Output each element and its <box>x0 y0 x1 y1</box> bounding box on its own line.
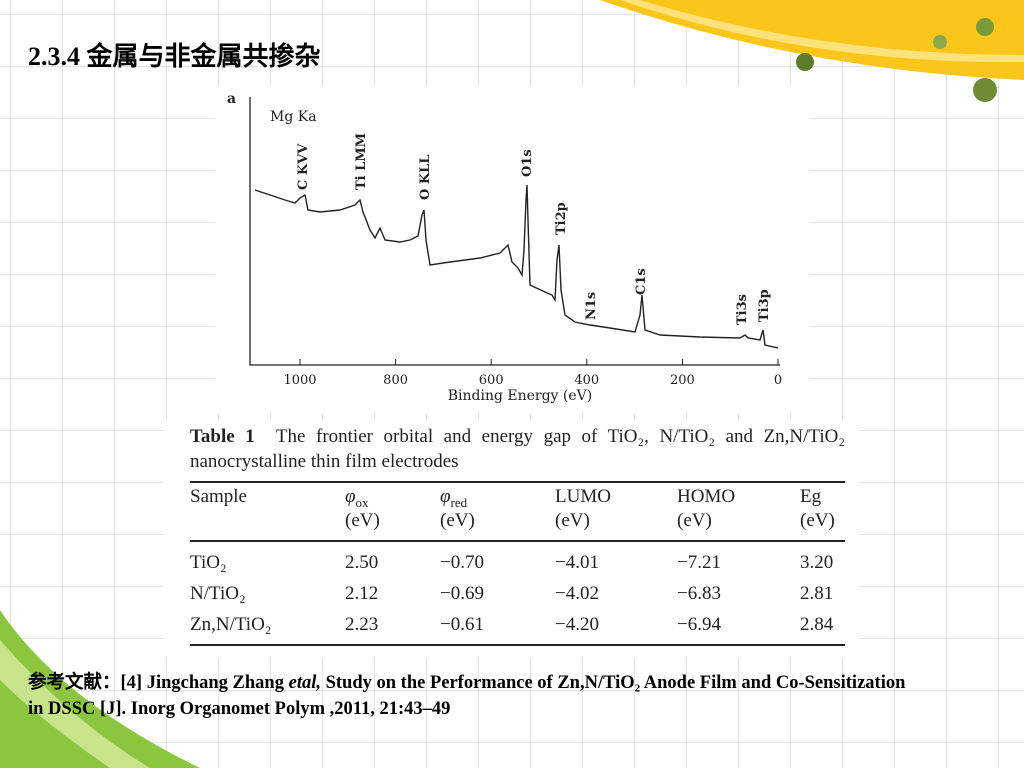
peak-label: N1s <box>584 292 599 320</box>
cell-value: −4.20 <box>555 614 599 635</box>
x-tick-label: 400 <box>574 373 599 388</box>
row-label: N/TiO₂ <box>190 583 246 604</box>
column-header: φox <box>345 486 369 511</box>
reference-rest: Study on the Performance of Zn,N/TiO₂ An… <box>28 673 906 719</box>
axes <box>249 97 780 366</box>
spectrum-curve <box>254 184 779 349</box>
column-unit: (eV) <box>555 510 590 531</box>
column-subscript: ox <box>355 494 369 510</box>
cell-value: 2.23 <box>345 614 379 635</box>
cell-value: −6.94 <box>677 614 721 635</box>
reference-etal: etal, <box>288 673 321 693</box>
cell-value: 2.84 <box>800 614 834 635</box>
column-unit: (eV) <box>345 510 380 531</box>
peak-label: O1s <box>520 149 535 177</box>
column-header: φred <box>440 486 467 511</box>
peak-label: Ti2p <box>554 202 569 235</box>
slide-title: 2.3.4 金属与非金属共掺杂 <box>28 42 321 71</box>
x-axis-label: Binding Energy (eV) <box>448 388 593 404</box>
column-unit: (eV) <box>677 510 712 531</box>
column-subscript: red <box>450 494 468 510</box>
column-name: Sample <box>190 486 247 507</box>
droplet <box>933 35 947 49</box>
table-rule <box>190 481 845 483</box>
peak-label: Ti3p <box>757 289 772 322</box>
cell-value: −0.61 <box>440 614 484 635</box>
row-label: Zn,N/TiO₂ <box>190 614 272 635</box>
table-1: Table 1 The frontier orbital and energy … <box>163 420 860 658</box>
cell-value: −7.21 <box>677 552 721 573</box>
cell-value: 2.81 <box>800 583 834 604</box>
column-name: LUMO <box>555 486 611 507</box>
row-label: TiO₂ <box>190 552 227 573</box>
peak-label: C1s <box>634 268 649 295</box>
column-unit: (eV) <box>800 510 835 531</box>
cell-value: −0.69 <box>440 583 484 604</box>
cell-value: −4.02 <box>555 583 599 604</box>
column-header: LUMO <box>555 486 611 508</box>
peak-label: O KLL <box>418 155 433 200</box>
panel-label: a <box>227 91 236 107</box>
droplet <box>796 53 814 71</box>
cell-value: 3.20 <box>800 552 834 573</box>
reference-author: [4] Jingchang Zhang <box>120 673 289 693</box>
column-name: HOMO <box>677 486 736 507</box>
reference: 参考文献：[4] Jingchang Zhang etal, Study on … <box>28 670 918 722</box>
table-caption: Table 1 The frontier orbital and energy … <box>190 424 845 474</box>
cell-value: −4.01 <box>555 552 599 573</box>
cell-value: 2.50 <box>345 552 379 573</box>
source-label: Mg Ka <box>270 109 317 125</box>
peak-label: Ti3s <box>735 294 750 325</box>
peak-label: C KVV <box>296 143 311 190</box>
x-tick-label: 800 <box>383 373 408 388</box>
xps-figure: a Mg Ka Binding Energy (eV) 1000 800 600 40… <box>215 85 810 413</box>
yellow-highlight <box>620 0 1024 63</box>
column-name: φ <box>345 486 356 507</box>
cell-value: 2.12 <box>345 583 379 604</box>
column-unit: (eV) <box>440 510 475 531</box>
cell-value: −0.70 <box>440 552 484 573</box>
column-header: Eg <box>800 486 821 508</box>
x-tick-label: 1000 <box>283 373 316 388</box>
peak-label: Ti LMM <box>354 133 369 190</box>
reference-prefix: 参考文献： <box>28 673 121 693</box>
column-name: Eg <box>800 486 822 507</box>
green-highlight <box>0 640 150 768</box>
x-tick-label: 0 <box>774 373 782 388</box>
cell-value: −6.83 <box>677 583 721 604</box>
table-rule <box>190 644 845 646</box>
caption-label: Table 1 <box>190 426 255 447</box>
caption-text: The frontier orbital and energy gap of T… <box>190 426 845 472</box>
droplet <box>973 78 997 102</box>
x-tick-label: 600 <box>479 373 504 388</box>
column-name: φ <box>440 486 451 507</box>
table-rule <box>190 540 845 542</box>
column-header: Sample <box>190 486 247 508</box>
column-header: HOMO <box>677 486 735 508</box>
droplet <box>976 18 994 36</box>
green-swoosh <box>0 610 200 768</box>
x-tick-label: 200 <box>670 373 695 388</box>
